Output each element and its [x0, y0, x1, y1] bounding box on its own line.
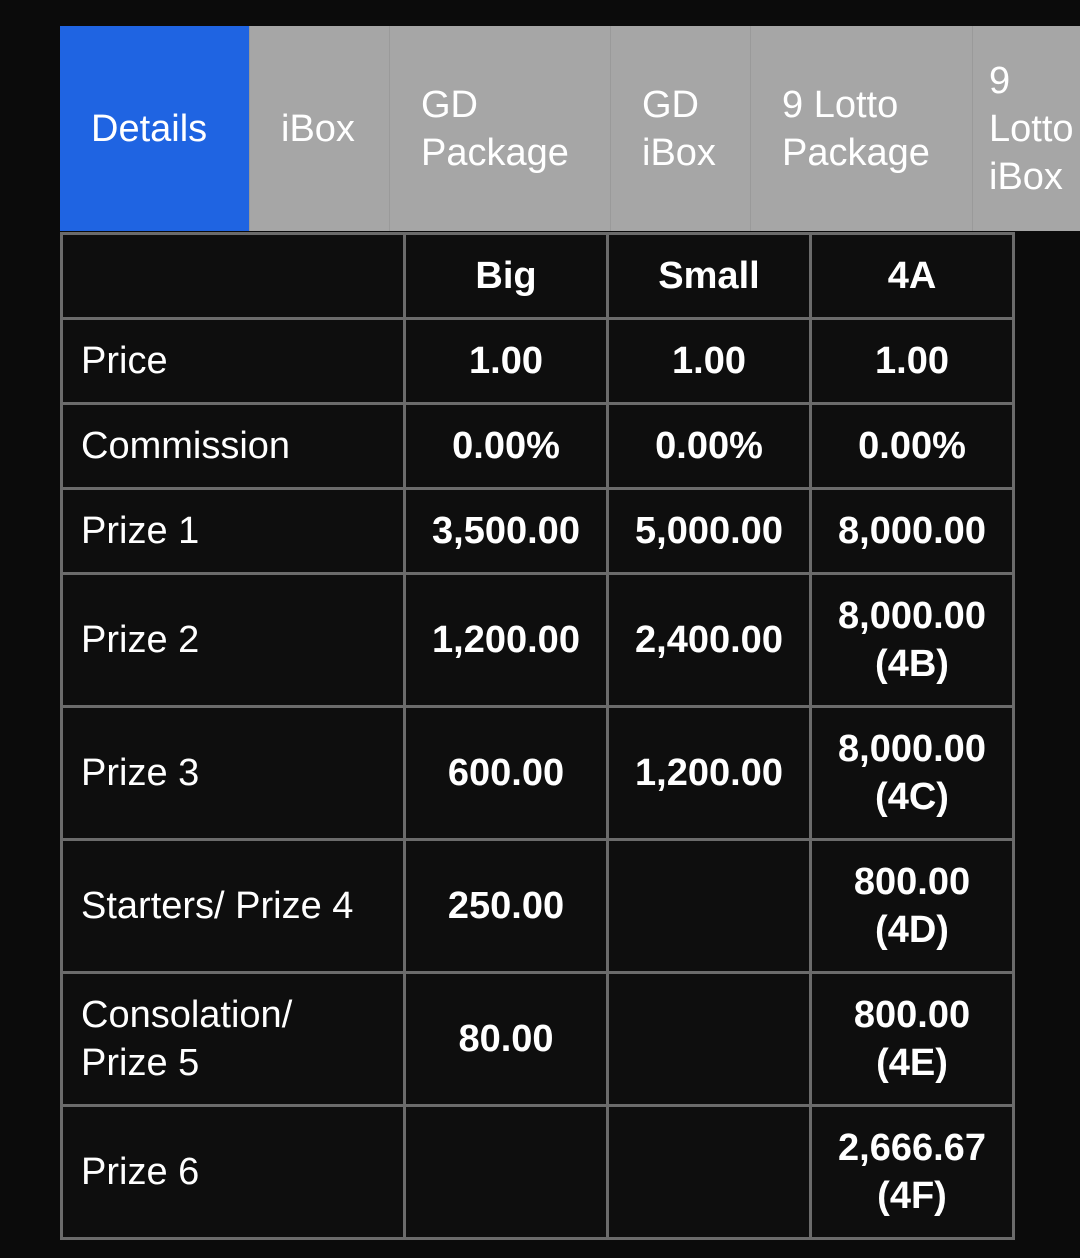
cell-4a-subtext: (4F) [877, 1175, 947, 1217]
tab-9-lotto-package[interactable]: 9 Lotto Package [750, 26, 972, 231]
cell-big: 1,200.00 [403, 572, 609, 708]
tab-label: 9 Lotto iBox [989, 59, 1074, 198]
row-label-text: Consolation/ Prize 5 [81, 994, 293, 1084]
cell-4a: 0.00% [809, 402, 1015, 490]
cell-4a-text: 0.00% [858, 425, 966, 467]
cell-4a-subtext: (4E) [876, 1042, 948, 1084]
cell-4a: 1.00 [809, 317, 1015, 405]
cell-big: 3,500.00 [403, 487, 609, 575]
cell-big [403, 1104, 609, 1240]
cell-big-text: 1.00 [469, 340, 543, 382]
cell-4a: 800.00 (4E) [809, 971, 1015, 1107]
cell-small: 1,200.00 [606, 705, 812, 841]
cell-4a-text: 800.00 [853, 994, 971, 1036]
table-row: Prize 2 1,200.00 2,400.00 8,000.00 (4B) [60, 572, 1015, 708]
header-4a: 4A [809, 232, 1015, 320]
row-label: Prize 1 [60, 487, 406, 575]
prize-details-table: Big Small 4A Price 1.00 1.00 1.00 Commission… [60, 232, 1015, 1240]
cell-big-text: 3,500.00 [432, 510, 580, 552]
tab-label: iBox [281, 107, 355, 150]
tab-details[interactable]: Details [60, 26, 249, 231]
cell-big: 0.00% [403, 402, 609, 490]
cell-4a: 800.00 (4D) [809, 838, 1015, 974]
tab-bar: Details iBox GD Package GD iBox 9 Lotto … [60, 26, 1080, 231]
cell-small: 5,000.00 [606, 487, 812, 575]
cell-4a-text: 8,000.00 [838, 728, 986, 770]
cell-big-text: 0.00% [452, 425, 560, 467]
cell-small-text: 1.00 [672, 340, 746, 382]
cell-big-text: 250.00 [447, 885, 565, 927]
row-label-text: Price [81, 340, 168, 382]
table-header-row: Big Small 4A [60, 232, 1015, 320]
cell-big: 80.00 [403, 971, 609, 1107]
tab-label: GD Package [421, 83, 569, 174]
tab-ibox[interactable]: iBox [249, 26, 389, 231]
row-label-text: Prize 3 [81, 752, 200, 794]
tab-gd-package[interactable]: GD Package [389, 26, 610, 231]
row-label: Consolation/ Prize 5 [60, 971, 406, 1107]
cell-4a-subtext: (4B) [875, 643, 949, 685]
table-row: Price 1.00 1.00 1.00 [60, 317, 1015, 405]
tab-label: Details [91, 107, 208, 150]
cell-4a-subtext: (4C) [875, 776, 949, 818]
cell-4a: 2,666.67 (4F) [809, 1104, 1015, 1240]
row-label: Price [60, 317, 406, 405]
cell-big: 600.00 [403, 705, 609, 841]
cell-small: 2,400.00 [606, 572, 812, 708]
row-label-text: Prize 6 [81, 1151, 200, 1193]
row-label: Prize 3 [60, 705, 406, 841]
row-label-text: Prize 2 [81, 619, 200, 661]
cell-small-text: 0.00% [655, 425, 763, 467]
row-label: Commission [60, 402, 406, 490]
row-label: Prize 6 [60, 1104, 406, 1240]
cell-4a-text: 1.00 [875, 340, 949, 382]
cell-4a: 8,000.00 (4C) [809, 705, 1015, 841]
table-row: Starters/ Prize 4 250.00 800.00 (4D) [60, 838, 1015, 974]
cell-small [606, 838, 812, 974]
cell-small-text: 1,200.00 [635, 752, 783, 794]
table-row: Prize 1 3,500.00 5,000.00 8,000.00 [60, 487, 1015, 575]
cell-big: 250.00 [403, 838, 609, 974]
tab-gd-ibox[interactable]: GD iBox [610, 26, 750, 231]
cell-4a-text: 800.00 [853, 861, 971, 903]
cell-big-text: 80.00 [458, 1018, 554, 1060]
table-row: Commission 0.00% 0.00% 0.00% [60, 402, 1015, 490]
row-label-text: Commission [81, 425, 291, 467]
table-row: Prize 6 2,666.67 (4F) [60, 1104, 1015, 1240]
cell-small: 1.00 [606, 317, 812, 405]
cell-big: 1.00 [403, 317, 609, 405]
tab-9-lotto-ibox[interactable]: 9 Lotto iBox [972, 26, 1080, 231]
tab-label: 9 Lotto Package [782, 83, 930, 174]
row-label-text: Starters/ Prize 4 [81, 885, 354, 927]
tab-label: GD iBox [642, 83, 716, 174]
row-label: Prize 2 [60, 572, 406, 708]
cell-small-text: 5,000.00 [635, 510, 783, 552]
cell-small [606, 1104, 812, 1240]
cell-4a-subtext: (4D) [875, 909, 949, 951]
cell-big-text: 1,200.00 [432, 619, 580, 661]
cell-4a-text: 8,000.00 [838, 510, 986, 552]
cell-big-text: 600.00 [447, 752, 565, 794]
header-blank [60, 232, 406, 320]
row-label: Starters/ Prize 4 [60, 838, 406, 974]
cell-4a: 8,000.00 (4B) [809, 572, 1015, 708]
cell-4a-text: 8,000.00 [838, 595, 986, 637]
cell-small: 0.00% [606, 402, 812, 490]
cell-4a-text: 2,666.67 [838, 1127, 986, 1169]
table-row: Prize 3 600.00 1,200.00 8,000.00 (4C) [60, 705, 1015, 841]
header-small: Small [606, 232, 812, 320]
cell-small-text: 2,400.00 [635, 619, 783, 661]
table-row: Consolation/ Prize 5 80.00 800.00 (4E) [60, 971, 1015, 1107]
row-label-text: Prize 1 [81, 510, 200, 552]
cell-4a: 8,000.00 [809, 487, 1015, 575]
header-big: Big [403, 232, 609, 320]
cell-small [606, 971, 812, 1107]
